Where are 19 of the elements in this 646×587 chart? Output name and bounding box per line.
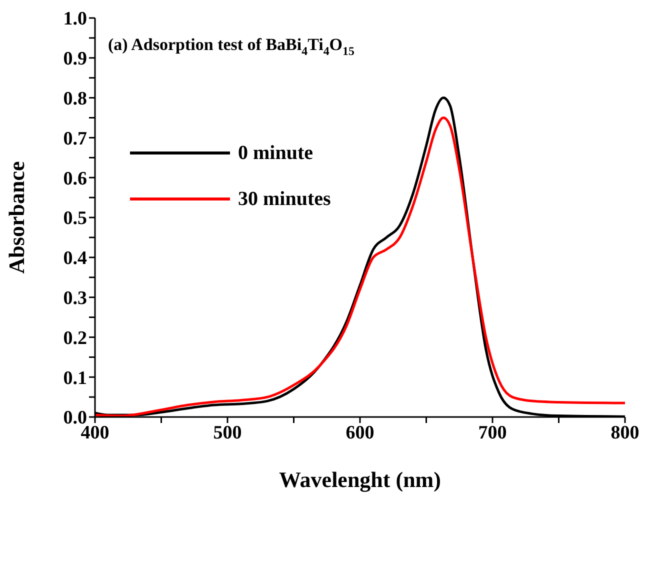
text: (a) Adsorption test of BaBi$_{4}$Ti$_{4}$O$_{15}$ (108, 35, 354, 58)
y-tick-label: 0.9 (63, 48, 87, 70)
y-tick-label: 0.3 (63, 288, 87, 310)
y-tick-label: 0.1 (63, 368, 87, 389)
y-axis-title: Absorbance (4, 161, 29, 274)
x-tick-label: 800 (610, 422, 640, 444)
y-tick-label: 0.5 (63, 208, 87, 230)
x-tick-label: 600 (346, 422, 374, 444)
y-tick-label: 0.7 (63, 128, 88, 150)
legend-label: 30 minutes (238, 188, 331, 210)
x-tick-label: 700 (478, 422, 507, 444)
x-tick-label: 500 (213, 422, 242, 444)
legend-label: 0 minute (238, 142, 313, 164)
y-tick-label: 0.8 (63, 88, 87, 110)
y-tick-label: 1.0 (63, 8, 87, 30)
x-axis-title: Wavelenght (nm) (279, 467, 441, 492)
y-tick-label: 0.2 (63, 328, 87, 349)
y-tick-label: 0.4 (63, 248, 88, 270)
y-tick-label: 0.6 (63, 168, 87, 190)
